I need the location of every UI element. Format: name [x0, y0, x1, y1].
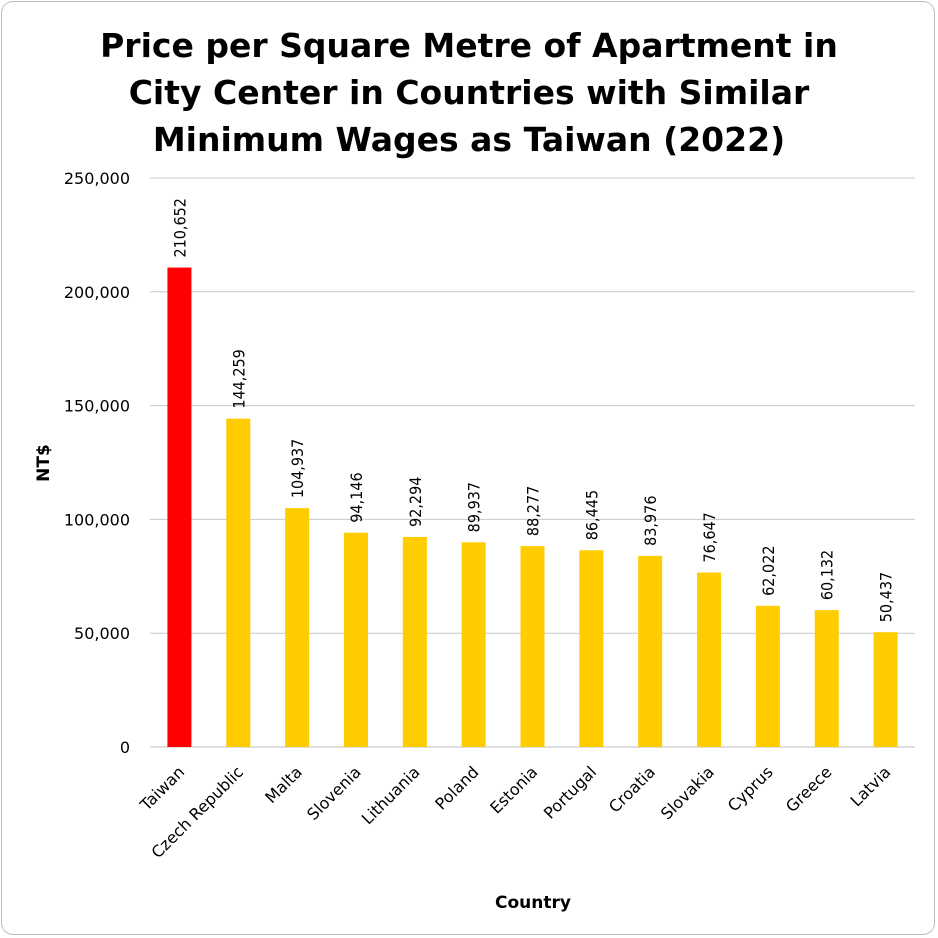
data-label: 50,437 — [877, 572, 896, 622]
y-tick-label: 200,000 — [64, 283, 130, 302]
bar-latvia — [873, 632, 898, 747]
data-label: 144,259 — [229, 349, 248, 409]
x-tick-label: Taiwan — [136, 762, 189, 815]
x-tick-label: Portugal — [540, 762, 600, 822]
bar-portugal — [579, 550, 604, 747]
y-tick-label: 0 — [120, 738, 130, 757]
x-tick-label: Slovakia — [657, 762, 718, 823]
data-label: 83,976 — [641, 496, 660, 546]
data-label: 86,445 — [582, 490, 601, 540]
x-tick-label: Slovenia — [303, 762, 365, 824]
bar-slovenia — [343, 532, 368, 747]
bar-lithuania — [402, 536, 427, 747]
bar-croatia — [638, 555, 663, 747]
x-tick-label: Croatia — [605, 762, 659, 816]
bar-poland — [461, 542, 486, 747]
data-label: 60,132 — [818, 550, 837, 600]
x-tick-label: Cyprus — [724, 762, 777, 815]
bar-czech-republic — [226, 418, 251, 747]
bar-taiwan — [167, 267, 192, 747]
y-tick-label: 100,000 — [64, 510, 130, 529]
data-label: 89,937 — [465, 482, 484, 532]
data-label: 62,022 — [759, 545, 778, 595]
data-label: 104,937 — [288, 439, 307, 499]
bar-malta — [285, 508, 310, 747]
x-tick-label: Lithuania — [358, 762, 424, 828]
bar-cyprus — [755, 605, 780, 747]
chart-title: Price per Square Metre of Apartment in C… — [100, 26, 838, 159]
x-tick-label: Estonia — [486, 762, 541, 817]
y-axis-title: NT$ — [34, 444, 54, 482]
bar-estonia — [520, 546, 545, 747]
data-label: 88,277 — [524, 486, 543, 536]
data-label: 76,647 — [700, 512, 719, 562]
data-label: 210,652 — [170, 198, 189, 258]
y-tick-label: 50,000 — [74, 624, 130, 643]
bar-slovakia — [697, 572, 722, 747]
x-tick-label: Poland — [431, 762, 482, 813]
y-tick-label: 250,000 — [64, 169, 130, 188]
x-axis-title: Country — [495, 893, 571, 913]
data-label: 94,146 — [347, 472, 366, 522]
y-tick-label: 150,000 — [64, 397, 130, 416]
data-label: 92,294 — [406, 477, 425, 527]
bar-greece — [814, 610, 839, 747]
x-tick-label: Malta — [261, 762, 306, 807]
x-tick-label: Greece — [782, 762, 836, 816]
x-tick-label: Latvia — [847, 762, 895, 810]
